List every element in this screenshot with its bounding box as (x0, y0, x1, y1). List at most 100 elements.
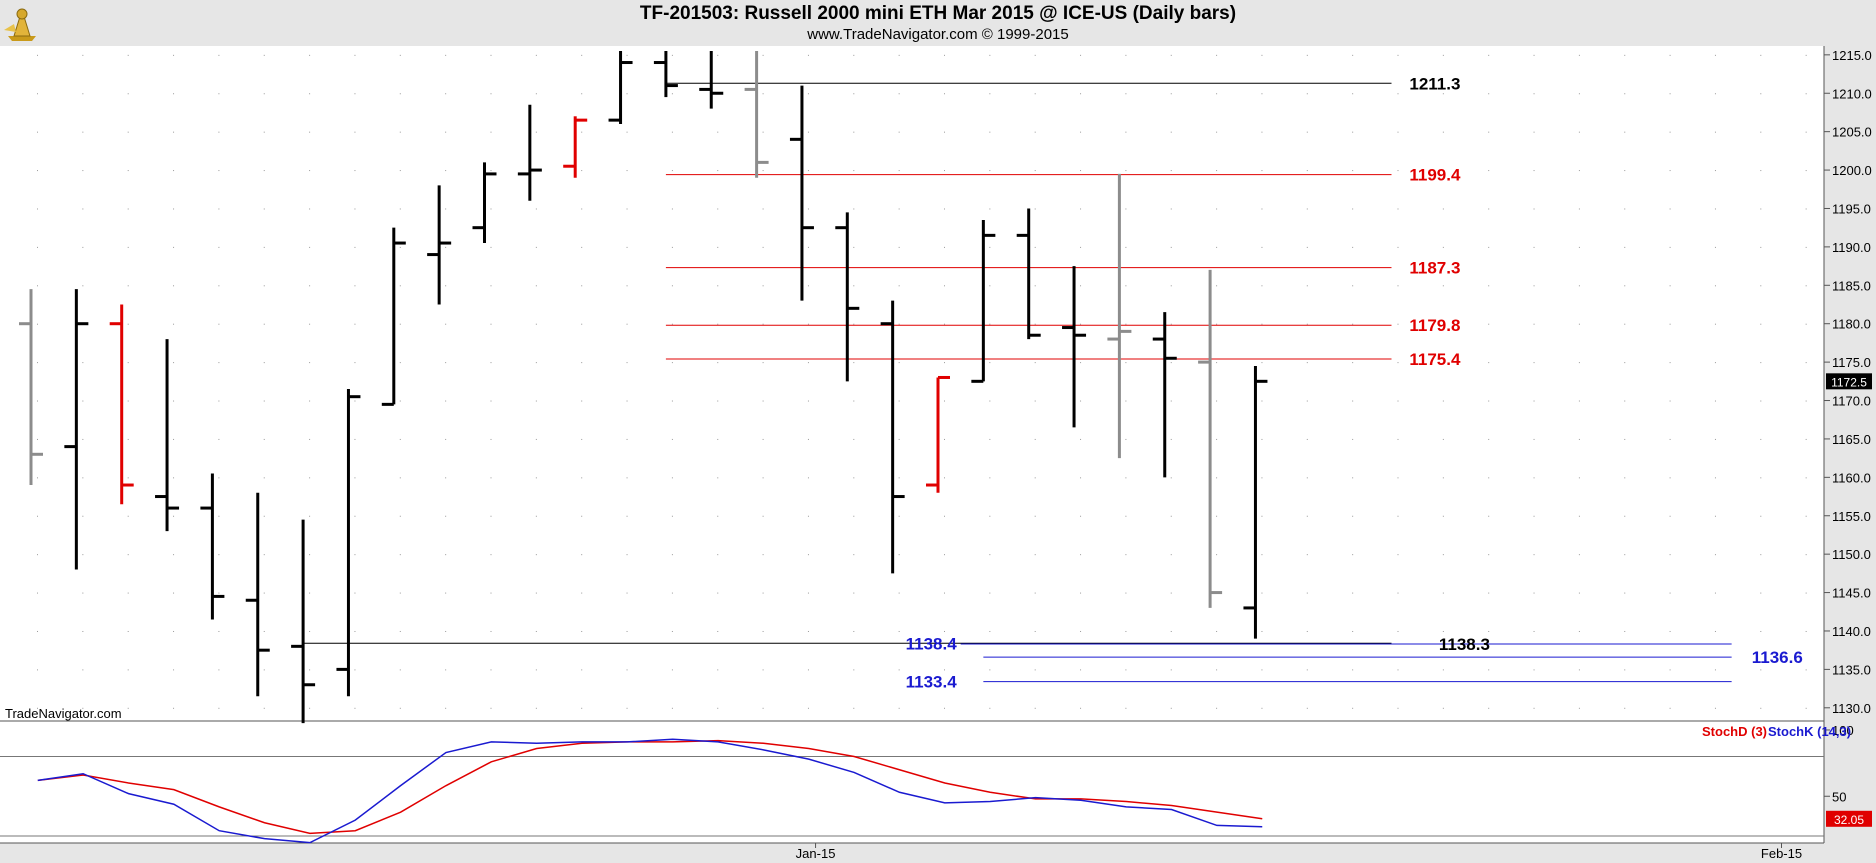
grid-dot (1488, 246, 1490, 248)
grid-dot (944, 515, 945, 517)
price-tick-label: 1185.0 (1832, 278, 1871, 293)
grid-dot (581, 208, 583, 210)
grid-dot (1760, 630, 1762, 632)
grid-dot (1669, 515, 1671, 517)
grid-dot (581, 246, 583, 248)
grid-dot (1216, 515, 1218, 517)
grid-dot (1306, 400, 1308, 402)
grid-dot (173, 515, 175, 517)
watermark-text: TradeNavigator.com (5, 706, 122, 721)
grid-dot (1216, 246, 1218, 248)
grid-dot (1760, 170, 1762, 172)
grid-dot (399, 54, 401, 56)
grid-dot (399, 285, 401, 287)
grid-dot (399, 170, 401, 172)
grid-dot (626, 669, 628, 671)
grid-dot (989, 93, 991, 95)
grid-dot (490, 246, 492, 248)
grid-dot (1805, 515, 1807, 517)
grid-dot (1442, 246, 1444, 248)
grid-dot (399, 400, 401, 402)
grid-dot (1261, 400, 1263, 402)
grid-dot (1805, 93, 1807, 95)
grid-dot (82, 362, 84, 364)
grid-dot (671, 554, 673, 556)
level-label: 1138.4 (906, 634, 958, 653)
grid-dot (445, 170, 447, 172)
grid-dot (1533, 285, 1535, 287)
grid-dot (37, 592, 38, 594)
grid-dot (309, 630, 311, 632)
grid-dot (1533, 400, 1535, 402)
grid-dot (1125, 554, 1127, 556)
grid-dot (37, 400, 38, 402)
grid-dot (445, 323, 447, 325)
ohlc-bar (472, 162, 497, 244)
grid-dot (445, 93, 447, 95)
grid-dot (354, 554, 356, 556)
grid-dot (1352, 170, 1354, 172)
grid-dot (853, 515, 855, 517)
grid-dot (1352, 669, 1354, 671)
grid-dot (1034, 438, 1036, 440)
grid-dot (1352, 285, 1354, 287)
grid-dot (1533, 669, 1535, 671)
grid-dot (671, 93, 673, 95)
grid-dot (82, 515, 84, 517)
grid-dot (807, 131, 809, 133)
grid-dot (853, 707, 855, 709)
grid-dot (445, 208, 447, 210)
grid-dot (1805, 285, 1807, 287)
grid-dot (263, 630, 265, 632)
grid-dot (1805, 131, 1807, 133)
grid-dot (37, 285, 38, 287)
grid-dot (717, 592, 719, 594)
grid-dot (1760, 515, 1762, 517)
grid-dot (37, 93, 38, 95)
grid-dot (445, 438, 447, 440)
grid-dot (1760, 285, 1762, 287)
grid-dot (1533, 630, 1535, 632)
stoch-tick-label: 50 (1832, 789, 1846, 804)
grid-dot (1805, 707, 1807, 709)
grid-dot (309, 54, 311, 56)
grid-dot (1714, 438, 1716, 440)
grid-dot (626, 554, 628, 556)
grid-dot (1442, 323, 1444, 325)
grid-dot (1261, 554, 1263, 556)
grid-dot (1352, 54, 1354, 56)
grid-dot (1125, 630, 1127, 632)
price-tick-label: 1150.0 (1832, 547, 1871, 562)
grid-dot (1080, 400, 1082, 402)
price-tick-label: 1175.0 (1832, 355, 1871, 370)
grid-dot (173, 362, 175, 364)
grid-dot (989, 630, 991, 632)
grid-dot (127, 323, 129, 325)
grid-dot (218, 362, 220, 364)
grid-dot (1714, 362, 1716, 364)
grid-dot (717, 54, 719, 56)
grid-dot (1669, 592, 1671, 594)
grid-dot (490, 438, 492, 440)
grid-dot (1034, 477, 1036, 479)
grid-dot (173, 323, 175, 325)
grid-dot (399, 93, 401, 95)
grid-dot (1669, 131, 1671, 133)
grid-dot (1714, 170, 1716, 172)
grid-dot (535, 477, 537, 479)
grid-dot (853, 554, 855, 556)
grid-dot (626, 707, 628, 709)
grid-dot (1170, 170, 1172, 172)
grid-dot (1669, 438, 1671, 440)
grid-dot (1488, 669, 1490, 671)
last-price-box (1826, 373, 1872, 390)
grid-dot (1805, 208, 1807, 210)
grid-dot (1080, 323, 1082, 325)
grid-dot (1578, 554, 1580, 556)
grid-dot (944, 554, 945, 556)
grid-dot (989, 246, 991, 248)
grid-dot (399, 630, 401, 632)
grid-dot (263, 707, 265, 709)
grid-dot (1578, 362, 1580, 364)
grid-dot (762, 592, 764, 594)
